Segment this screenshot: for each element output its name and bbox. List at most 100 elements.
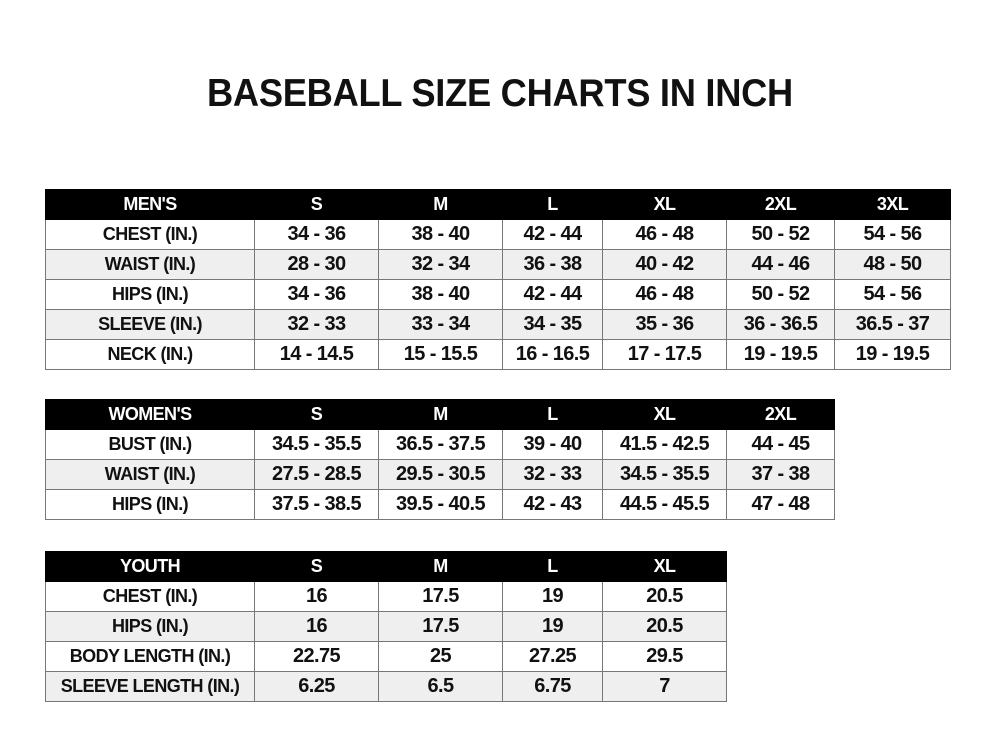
size-value-cell: 27.25 (502, 641, 603, 672)
size-value-cell: 44.5 - 45.5 (602, 489, 727, 520)
size-value-cell: 50 - 52 (726, 219, 835, 250)
table-row: CHEST (IN.) 16 17.5 19 20.5 (45, 581, 727, 612)
size-value-cell: 46 - 48 (602, 219, 727, 250)
size-value-cell: 42 - 43 (502, 489, 603, 520)
size-value-cell: 19 - 19.5 (834, 339, 951, 370)
size-value-cell: 6.25 (254, 671, 379, 702)
size-column-header: M (378, 189, 503, 220)
size-value-cell: 29.5 - 30.5 (378, 459, 503, 490)
size-value-cell: 50 - 52 (726, 279, 835, 310)
header-row: WOMEN'S S M L XL 2XL (45, 399, 835, 430)
size-value-cell: 7 (602, 671, 727, 702)
size-value-cell: 16 (254, 581, 379, 612)
size-value-cell: 6.5 (378, 671, 503, 702)
size-value-cell: 35 - 36 (602, 309, 727, 340)
size-column-header: XL (602, 399, 727, 430)
table-category-header: YOUTH (45, 551, 255, 582)
size-value-cell: 40 - 42 (602, 249, 727, 280)
size-value-cell: 44 - 45 (726, 429, 835, 460)
size-value-cell: 34 - 35 (502, 309, 603, 340)
table-category-header: MEN'S (45, 189, 255, 220)
size-value-cell: 47 - 48 (726, 489, 835, 520)
size-value-cell: 33 - 34 (378, 309, 503, 340)
measurement-label: HIPS (IN.) (45, 279, 255, 310)
size-column-header: L (502, 551, 603, 582)
size-value-cell: 28 - 30 (254, 249, 379, 280)
size-value-cell: 37.5 - 38.5 (254, 489, 379, 520)
size-value-cell: 38 - 40 (378, 279, 503, 310)
size-value-cell: 34.5 - 35.5 (254, 429, 379, 460)
size-value-cell: 15 - 15.5 (378, 339, 503, 370)
size-value-cell: 32 - 33 (502, 459, 603, 490)
header-row: YOUTH S M L XL (45, 551, 727, 582)
size-value-cell: 32 - 33 (254, 309, 379, 340)
table-row: NECK (IN.) 14 - 14.5 15 - 15.5 16 - 16.5 17 … (45, 339, 951, 370)
table-row: SLEEVE (IN.) 32 - 33 33 - 34 34 - 35 35 - 36… (45, 309, 951, 340)
size-value-cell: 19 (502, 611, 603, 642)
measurement-label: WAIST (IN.) (45, 249, 255, 280)
size-value-cell: 36.5 - 37.5 (378, 429, 503, 460)
size-column-header: L (502, 399, 603, 430)
measurement-label: CHEST (IN.) (45, 581, 255, 612)
size-value-cell: 17 - 17.5 (602, 339, 727, 370)
size-column-header: S (254, 399, 379, 430)
size-value-cell: 36.5 - 37 (834, 309, 951, 340)
size-column-header: M (378, 551, 503, 582)
size-column-header: M (378, 399, 503, 430)
measurement-label: HIPS (IN.) (45, 611, 255, 642)
header-row: MEN'S S M L XL 2XL 3XL (45, 189, 951, 220)
table-row: HIPS (IN.) 37.5 - 38.5 39.5 - 40.5 42 - 43 4… (45, 489, 835, 520)
size-value-cell: 42 - 44 (502, 279, 603, 310)
size-value-cell: 46 - 48 (602, 279, 727, 310)
size-column-header: XL (602, 551, 727, 582)
youth-size-table: YOUTH S M L XL CHEST (IN.) 16 17.5 19 20.5 HIPS (I… (45, 551, 727, 702)
size-value-cell: 54 - 56 (834, 279, 951, 310)
size-column-header: S (254, 551, 379, 582)
size-column-header: 2XL (726, 399, 835, 430)
size-value-cell: 6.75 (502, 671, 603, 702)
measurement-label: CHEST (IN.) (45, 219, 255, 250)
size-value-cell: 44 - 46 (726, 249, 835, 280)
table-row: BODY LENGTH (IN.) 22.75 25 27.25 29.5 (45, 641, 727, 672)
size-value-cell: 17.5 (378, 581, 503, 612)
measurement-label: BODY LENGTH (IN.) (45, 641, 255, 672)
size-value-cell: 16 - 16.5 (502, 339, 603, 370)
measurement-label: SLEEVE LENGTH (IN.) (45, 671, 255, 702)
size-value-cell: 19 (502, 581, 603, 612)
size-value-cell: 36 - 38 (502, 249, 603, 280)
measurement-label: HIPS (IN.) (45, 489, 255, 520)
table-row: HIPS (IN.) 16 17.5 19 20.5 (45, 611, 727, 642)
table-category-header: WOMEN'S (45, 399, 255, 430)
mens-size-table: MEN'S S M L XL 2XL 3XL CHEST (IN.) 34 - 36 38 - 4… (45, 189, 951, 370)
size-value-cell: 27.5 - 28.5 (254, 459, 379, 490)
size-value-cell: 34.5 - 35.5 (602, 459, 727, 490)
size-value-cell: 37 - 38 (726, 459, 835, 490)
size-value-cell: 19 - 19.5 (726, 339, 835, 370)
measurement-label: SLEEVE (IN.) (45, 309, 255, 340)
size-value-cell: 39.5 - 40.5 (378, 489, 503, 520)
table-row: BUST (IN.) 34.5 - 35.5 36.5 - 37.5 39 - 40 4… (45, 429, 835, 460)
size-value-cell: 48 - 50 (834, 249, 951, 280)
size-value-cell: 34 - 36 (254, 219, 379, 250)
size-value-cell: 38 - 40 (378, 219, 503, 250)
size-value-cell: 17.5 (378, 611, 503, 642)
size-value-cell: 42 - 44 (502, 219, 603, 250)
measurement-label: WAIST (IN.) (45, 459, 255, 490)
size-value-cell: 22.75 (254, 641, 379, 672)
size-column-header: 2XL (726, 189, 835, 220)
table-row: CHEST (IN.) 34 - 36 38 - 40 42 - 44 46 - 48 5… (45, 219, 951, 250)
measurement-label: NECK (IN.) (45, 339, 255, 370)
size-value-cell: 36 - 36.5 (726, 309, 835, 340)
size-value-cell: 39 - 40 (502, 429, 603, 460)
size-value-cell: 16 (254, 611, 379, 642)
size-value-cell: 32 - 34 (378, 249, 503, 280)
womens-size-table: WOMEN'S S M L XL 2XL BUST (IN.) 34.5 - 35.5 36.5… (45, 399, 835, 520)
size-column-header: 3XL (834, 189, 951, 220)
size-value-cell: 20.5 (602, 581, 727, 612)
size-value-cell: 41.5 - 42.5 (602, 429, 727, 460)
table-row: WAIST (IN.) 27.5 - 28.5 29.5 - 30.5 32 - 33… (45, 459, 835, 490)
size-value-cell: 20.5 (602, 611, 727, 642)
size-value-cell: 34 - 36 (254, 279, 379, 310)
measurement-label: BUST (IN.) (45, 429, 255, 460)
table-row: HIPS (IN.) 34 - 36 38 - 40 42 - 44 46 - 48 50… (45, 279, 951, 310)
